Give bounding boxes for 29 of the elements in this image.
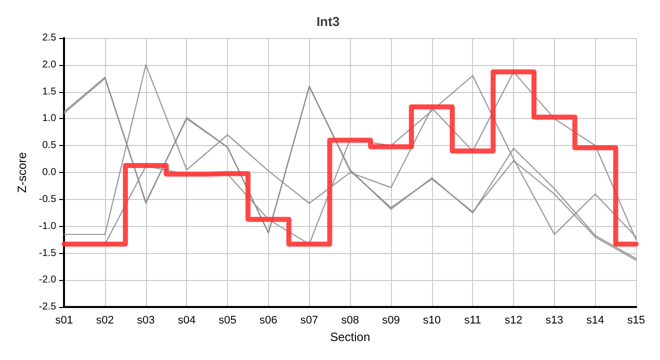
x-tick-label: s11 xyxy=(464,314,482,327)
y-tick-label: 1.5 xyxy=(42,86,57,98)
x-tick-label: s03 xyxy=(136,314,155,327)
y-axis-title: Z-score xyxy=(15,152,29,193)
y-tick-label: -1.5 xyxy=(38,248,57,259)
y-tick-label: -0.5 xyxy=(38,194,57,205)
y-tick-label: 0.0 xyxy=(42,167,57,178)
x-axis-title: Section xyxy=(330,330,370,344)
x-tick-label: s06 xyxy=(260,314,278,327)
y-tick-label: -2.0 xyxy=(38,274,57,286)
x-tick-label: s01 xyxy=(55,314,74,327)
x-tick-label: s04 xyxy=(178,314,196,327)
y-tick-label: 1.0 xyxy=(42,113,57,124)
x-tick-label: s13 xyxy=(546,314,564,327)
x-tick-label: s10 xyxy=(422,314,441,327)
x-tick-label: s07 xyxy=(300,314,318,327)
x-tick-label: s09 xyxy=(382,314,400,327)
y-tick-label: 2.0 xyxy=(42,59,57,70)
y-tick-label: -2.5 xyxy=(38,302,57,313)
x-tick-label: s05 xyxy=(218,314,236,327)
y-tick-label: 2.5 xyxy=(42,32,57,44)
x-tick-label: s15 xyxy=(627,314,646,327)
y-tick-label: -1.0 xyxy=(38,220,57,232)
x-tick-label: s14 xyxy=(586,314,604,327)
x-tick-label: s12 xyxy=(504,314,522,327)
y-tick-label: 0.5 xyxy=(42,140,57,152)
x-tick-label: s08 xyxy=(341,314,360,327)
x-tick-label: s02 xyxy=(96,314,114,327)
chart-title: Int3 xyxy=(316,14,340,29)
